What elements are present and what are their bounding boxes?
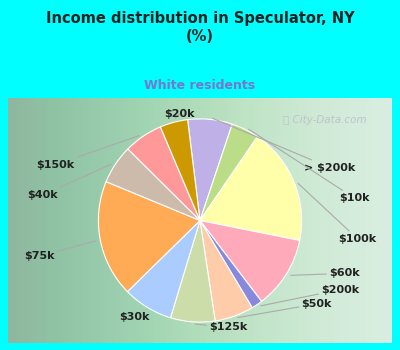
Text: $60k: $60k <box>291 268 360 278</box>
Wedge shape <box>200 220 262 308</box>
Text: $50k: $50k <box>238 299 332 317</box>
Text: $75k: $75k <box>24 241 96 261</box>
Wedge shape <box>188 119 232 220</box>
Wedge shape <box>200 220 300 301</box>
Text: > $200k: > $200k <box>213 118 356 173</box>
Wedge shape <box>200 220 252 321</box>
Text: $40k: $40k <box>27 164 111 200</box>
Text: $20k: $20k <box>164 109 195 119</box>
Wedge shape <box>200 124 258 220</box>
Wedge shape <box>98 182 200 292</box>
Text: White residents: White residents <box>144 79 256 92</box>
Text: $10k: $10k <box>248 129 370 203</box>
Wedge shape <box>128 127 200 220</box>
Text: $150k: $150k <box>37 135 139 170</box>
Wedge shape <box>160 120 200 220</box>
Text: $100k: $100k <box>298 183 376 244</box>
Text: $200k: $200k <box>261 285 359 306</box>
Text: ⓘ City-Data.com: ⓘ City-Data.com <box>283 115 366 125</box>
Wedge shape <box>200 136 302 240</box>
Text: Income distribution in Speculator, NY
(%): Income distribution in Speculator, NY (%… <box>46 10 354 44</box>
Text: $125k: $125k <box>195 322 248 332</box>
Wedge shape <box>128 220 200 318</box>
Wedge shape <box>106 149 200 220</box>
Text: $30k: $30k <box>119 309 149 322</box>
Wedge shape <box>170 220 215 322</box>
